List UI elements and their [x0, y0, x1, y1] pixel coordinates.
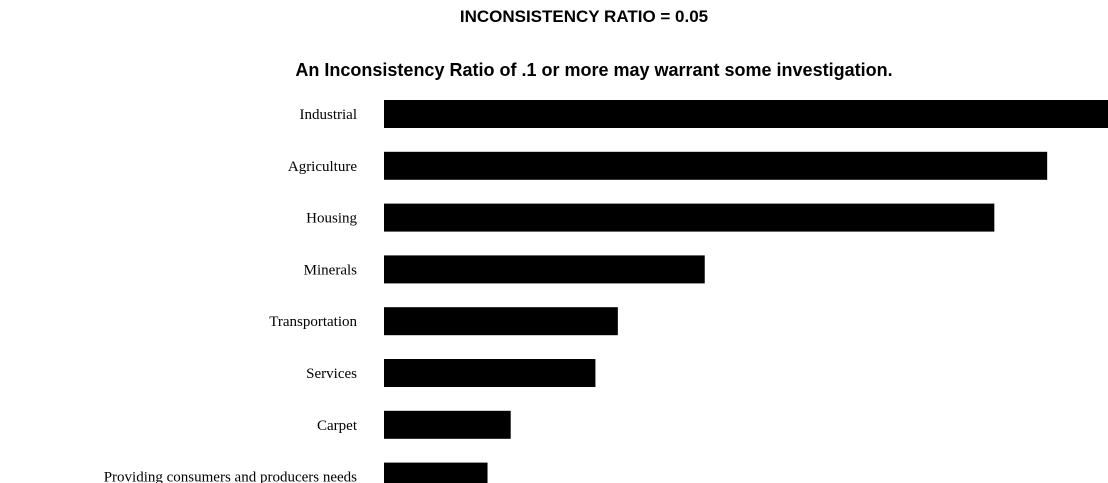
bar	[384, 151, 1048, 180]
bar	[384, 203, 995, 232]
category-label: Agriculture	[288, 159, 357, 175]
inconsistency-note: An Inconsistency Ratio of .1 or more may…	[295, 60, 893, 80]
category-label: Providing consumers and producers needs	[104, 470, 357, 483]
bar	[384, 100, 1108, 128]
bar	[384, 410, 511, 439]
category-label: Services	[306, 366, 357, 382]
category-label: Minerals	[304, 262, 357, 278]
bar	[384, 359, 596, 387]
category-label: Transportation	[269, 314, 357, 330]
bar	[384, 462, 488, 483]
bar	[384, 307, 618, 336]
category-label: Carpet	[317, 418, 358, 434]
category-label: Industrial	[300, 107, 358, 123]
inconsistency-ratio-title: INCONSISTENCY RATIO = 0.05	[459, 7, 709, 26]
category-label: Housing	[306, 211, 357, 227]
bar	[384, 255, 705, 284]
